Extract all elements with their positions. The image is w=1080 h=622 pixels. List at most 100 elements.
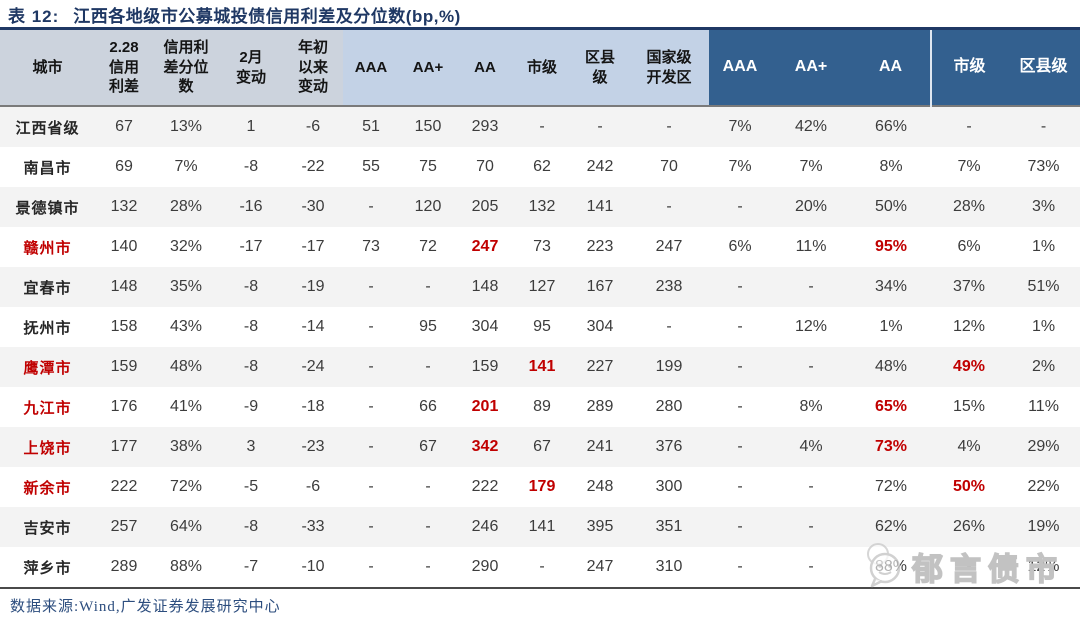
value-cell: - [368, 558, 374, 575]
credit-spread-table: 城市 2.28 信用 利差 信用利 差分位 数 2月 变动 年初 以来 变动 AAA AA+… [0, 30, 1080, 589]
value-cell: - [368, 518, 374, 535]
table-title: 表 12: 江西各地级市公募城投债信用利差及分位数(bp,%) [0, 0, 1080, 30]
value-cell: 72 [419, 238, 437, 255]
value-cell: 247 [586, 558, 614, 575]
value-cell: 19% [1027, 518, 1060, 535]
city-cell: 南昌市 [23, 160, 72, 177]
value-cell: 222 [471, 478, 499, 495]
value-cell: 1% [1031, 238, 1056, 255]
value-cell: 95% [874, 238, 908, 255]
value-cell: 37% [952, 278, 986, 295]
value-cell: -17 [301, 238, 325, 255]
value-cell: 201 [471, 398, 499, 415]
value-cell: 43% [169, 318, 203, 335]
value-cell: 4% [799, 438, 823, 455]
value-cell: - [737, 478, 743, 495]
table-row: 新余市 222 72% -5 -6 - - 222 179 248 300 - - 72% 50% 22% [0, 467, 1080, 507]
value-cell: 300 [655, 478, 683, 495]
value-cell: 241 [586, 438, 614, 455]
table-row: 九江市 176 41% -9 -18 - 66 201 89 289 280 - 8% 65% 15% 11% [0, 387, 1080, 427]
table-row: 抚州市 158 43% -8 -14 - 95 304 95 304 - - 12% 1% 12% 1% [0, 307, 1080, 347]
value-cell: - [966, 558, 972, 575]
value-cell: 395 [586, 518, 614, 535]
value-cell: 141 [528, 518, 556, 535]
value-cell: 34% [874, 278, 908, 295]
column-header: 市级 [930, 30, 1007, 106]
value-cell: 11% [1028, 398, 1059, 415]
value-cell: 8% [799, 398, 823, 415]
value-cell: - [425, 518, 431, 535]
value-cell: 50% [874, 198, 908, 215]
value-cell: 69 [115, 158, 133, 175]
value-cell: 38% [169, 438, 203, 455]
column-header: 城市 [0, 30, 95, 106]
value-cell: - [368, 398, 374, 415]
value-cell: -5 [243, 478, 259, 495]
column-header: AA [851, 30, 931, 106]
value-cell: - [737, 198, 743, 215]
value-cell: - [425, 558, 431, 575]
value-cell: - [808, 518, 814, 535]
value-cell: 29% [1027, 438, 1060, 455]
value-cell: 73% [1027, 158, 1060, 175]
value-cell: 41% [169, 398, 203, 415]
column-header: 信用利 差分位 数 [153, 30, 219, 106]
value-cell: 304 [471, 318, 499, 335]
value-cell: - [666, 318, 672, 335]
value-cell: 7% [728, 158, 752, 175]
value-cell: - [737, 438, 743, 455]
value-cell: -19 [301, 278, 325, 295]
city-cell: 吉安市 [23, 520, 72, 537]
column-header: 2月 变动 [219, 30, 283, 106]
value-cell: -10 [301, 558, 325, 575]
city-cell: 景德镇市 [15, 200, 80, 217]
column-header: 国家级 开发区 [629, 30, 709, 106]
value-cell: -30 [301, 198, 325, 215]
value-cell: 247 [655, 238, 683, 255]
value-cell: 1% [879, 318, 903, 335]
table-title-text: 江西各地级市公募城投债信用利差及分位数(bp,%) [73, 7, 461, 26]
value-cell: -7 [243, 558, 259, 575]
value-cell: 67 [533, 438, 551, 455]
value-cell: 280 [655, 398, 683, 415]
value-cell: 95 [533, 318, 551, 335]
value-cell: -14 [301, 318, 325, 335]
value-cell: 132 [528, 198, 556, 215]
value-cell: 140 [110, 238, 138, 255]
value-cell: -8 [243, 318, 259, 335]
value-cell: 177 [110, 438, 138, 455]
value-cell: -9 [243, 398, 259, 415]
value-cell: 48% [874, 358, 908, 375]
city-cell: 新余市 [23, 480, 72, 497]
value-cell: 12% [952, 318, 986, 335]
value-cell: 72% [874, 478, 908, 495]
value-cell: 65% [874, 398, 908, 415]
value-cell: 376 [655, 438, 683, 455]
value-cell: 223 [586, 238, 614, 255]
value-cell: 167 [586, 278, 614, 295]
value-cell: 12% [1027, 558, 1060, 575]
value-cell: - [597, 118, 603, 135]
value-cell: -33 [301, 518, 325, 535]
table-row: 萍乡市 289 88% -7 -10 - - 290 - 247 310 - - 88% - 12% [0, 547, 1080, 588]
value-cell: 70 [660, 158, 678, 175]
value-cell: 20% [794, 198, 828, 215]
value-cell: -6 [305, 118, 321, 135]
value-cell: - [808, 278, 814, 295]
value-cell: 66 [419, 398, 437, 415]
value-cell: -23 [301, 438, 325, 455]
value-cell: 150 [414, 118, 442, 135]
value-cell: 238 [655, 278, 683, 295]
value-cell: 70 [476, 158, 494, 175]
value-cell: 73 [362, 238, 380, 255]
value-cell: 289 [586, 398, 614, 415]
value-cell: - [368, 438, 374, 455]
value-cell: - [368, 358, 374, 375]
value-cell: 8% [879, 158, 903, 175]
value-cell: 51 [362, 118, 380, 135]
value-cell: -8 [243, 358, 259, 375]
value-cell: -8 [243, 158, 259, 175]
value-cell: 141 [528, 358, 556, 375]
value-cell: 49% [952, 358, 986, 375]
column-header: AAA [709, 30, 771, 106]
